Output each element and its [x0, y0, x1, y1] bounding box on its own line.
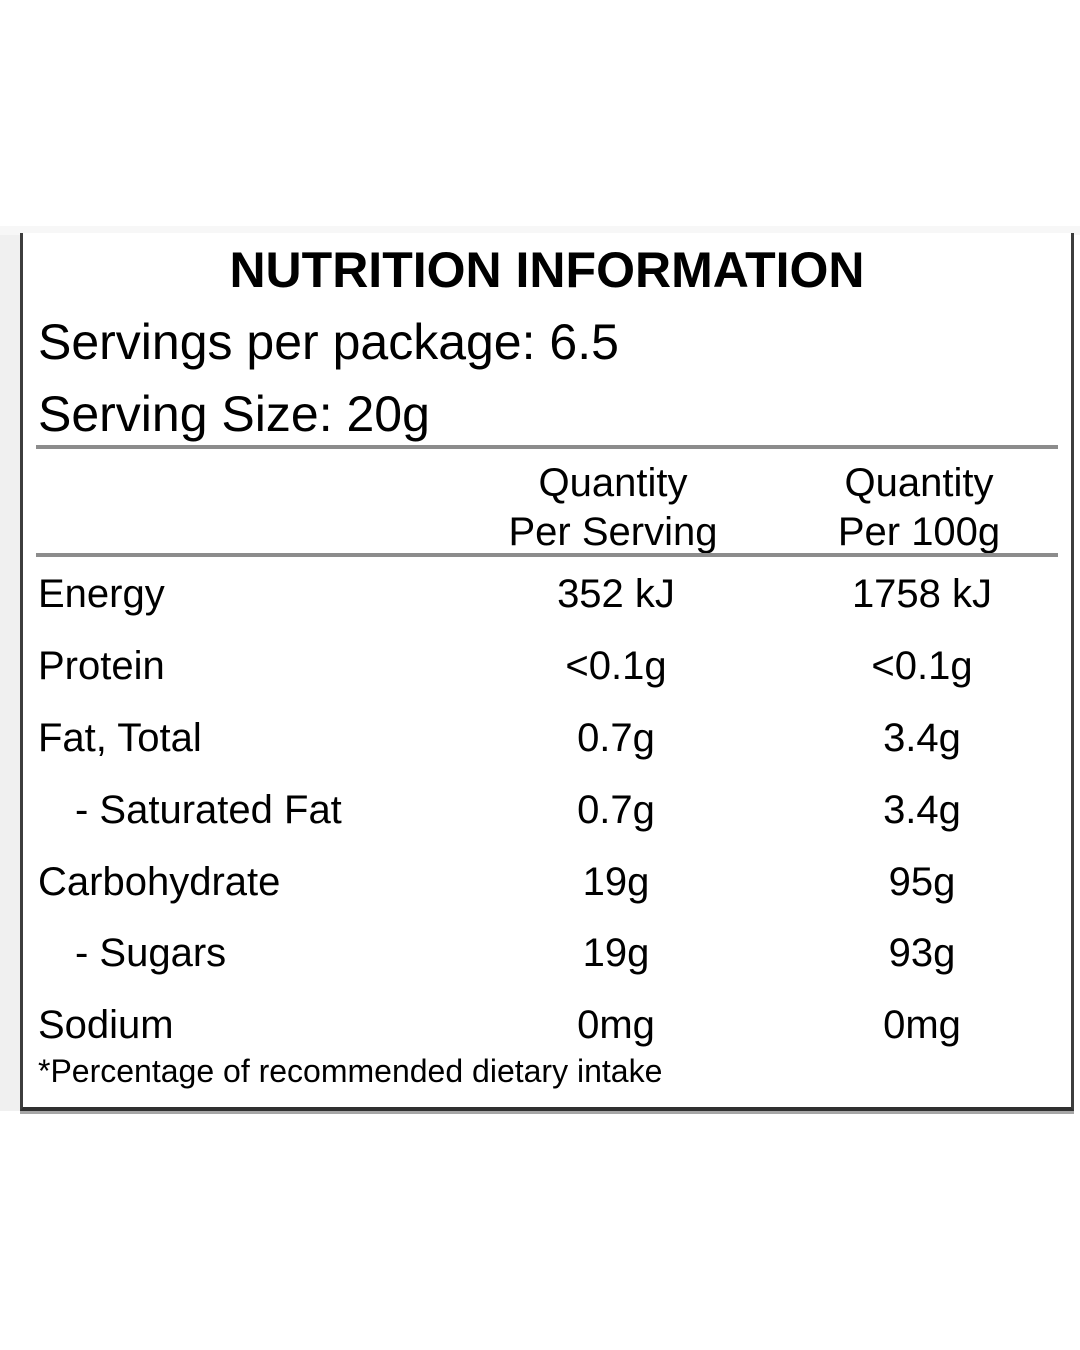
- table-row-energy: Energy 352 kJ 1758 kJ: [23, 572, 1071, 620]
- row-value-per-100g: 3.4g: [883, 716, 961, 760]
- nutrition-panel: NUTRITION INFORMATION Servings per packa…: [20, 233, 1074, 1111]
- row-label: Carbohydrate: [38, 860, 281, 904]
- table-row-carbohydrate: Carbohydrate 19g 95g: [23, 860, 1071, 908]
- column-header-per-serving: Quantity Per Serving: [443, 459, 783, 557]
- footnote: *Percentage of recommended dietary intak…: [38, 1053, 663, 1089]
- column-header-per-100g-line1: Quantity: [844, 461, 994, 505]
- row-value-per-100g: 93g: [888, 931, 956, 975]
- top-margin-band: [0, 226, 1080, 235]
- row-label: - Sugars: [75, 931, 227, 975]
- panel-title: NUTRITION INFORMATION: [229, 242, 865, 298]
- row-value-per-serving: <0.1g: [565, 644, 667, 688]
- row-value-per-serving: 19g: [582, 860, 650, 904]
- row-value-per-100g: 0mg: [883, 1003, 961, 1047]
- row-label: Energy: [38, 572, 165, 616]
- divider-header: [36, 553, 1058, 557]
- table-row-sodium: Sodium 0mg 0mg: [23, 1003, 1071, 1051]
- row-label: Sodium: [38, 1003, 174, 1047]
- column-header-per-100g: Quantity Per 100g: [749, 459, 1080, 557]
- row-value-per-serving: 0.7g: [577, 716, 655, 760]
- row-value-per-serving: 0.7g: [577, 788, 655, 832]
- row-value-per-100g: <0.1g: [871, 644, 973, 688]
- serving-size-line: Serving Size: 20g: [38, 386, 430, 442]
- column-header-per-serving-line2: Per Serving: [508, 510, 718, 554]
- column-header-per-100g-line2: Per 100g: [837, 510, 1001, 554]
- row-value-per-serving: 0mg: [577, 1003, 655, 1047]
- servings-per-package-line: Servings per package: 6.5: [38, 314, 619, 370]
- divider-top: [36, 445, 1058, 449]
- row-value-per-100g: 95g: [888, 860, 956, 904]
- row-label: - Saturated Fat: [75, 788, 342, 832]
- table-row-saturated-fat: - Saturated Fat 0.7g 3.4g: [23, 788, 1071, 836]
- row-value-per-100g: 3.4g: [883, 788, 961, 832]
- row-label: Protein: [38, 644, 165, 688]
- row-value-per-serving: 352 kJ: [557, 572, 675, 616]
- table-row-sugars: - Sugars 19g 93g: [23, 931, 1071, 979]
- table-row-fat-total: Fat, Total 0.7g 3.4g: [23, 716, 1071, 764]
- left-gutter-strip: [0, 235, 20, 1111]
- table-row-protein: Protein <0.1g <0.1g: [23, 644, 1071, 692]
- column-header-per-serving-line1: Quantity: [538, 461, 688, 505]
- row-value-per-serving: 19g: [582, 931, 650, 975]
- row-label: Fat, Total: [38, 716, 202, 760]
- row-value-per-100g: 1758 kJ: [851, 572, 993, 616]
